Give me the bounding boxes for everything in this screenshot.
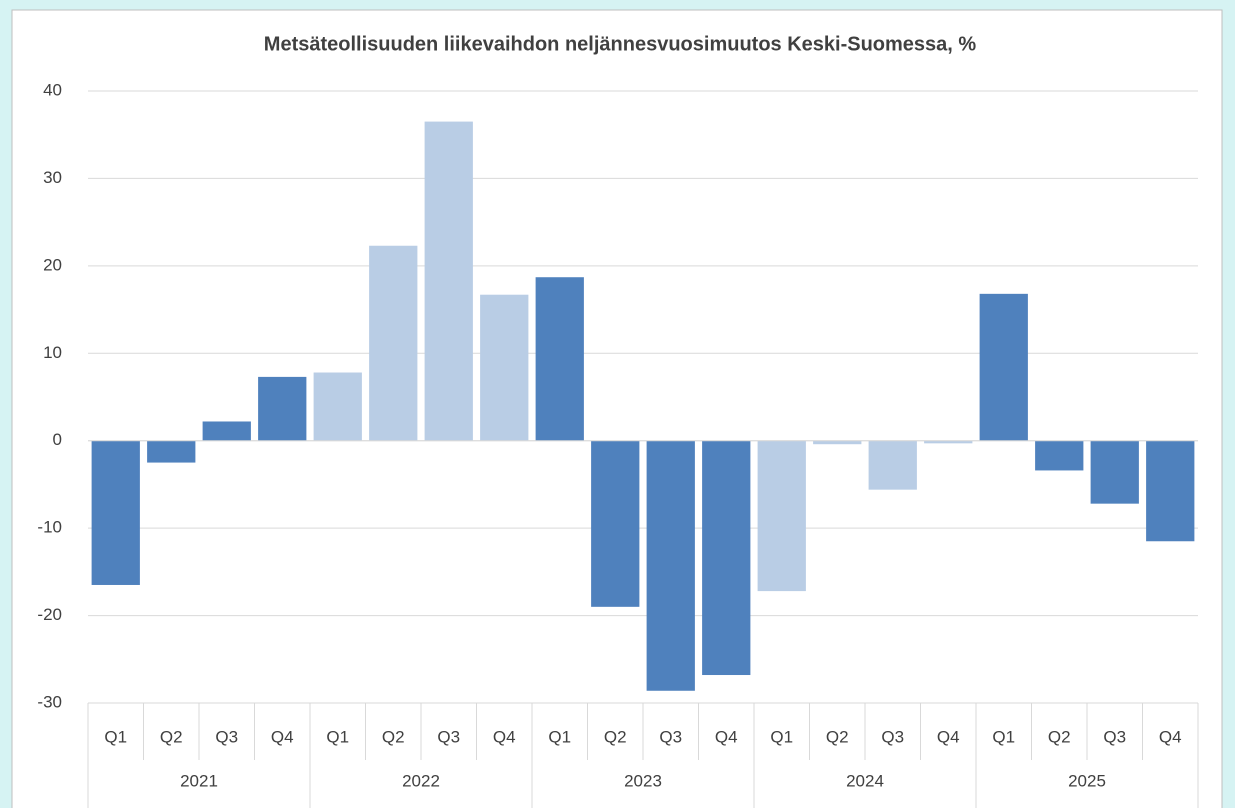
chart-title: Metsäteollisuuden liikevaihdon neljännes…: [264, 33, 977, 55]
x-tick-label: Q4: [715, 727, 738, 746]
x-tick-label: Q3: [659, 727, 682, 746]
x-tick-label: Q2: [1048, 727, 1071, 746]
y-tick-label: -30: [37, 692, 62, 711]
bar: [1035, 440, 1084, 471]
x-tick-label: Q4: [1159, 727, 1182, 746]
bar: [1146, 440, 1195, 542]
group-label: 2025: [1068, 771, 1106, 790]
bar: [702, 440, 751, 676]
group-label: 2022: [402, 771, 440, 790]
x-tick-label: Q3: [881, 727, 904, 746]
bar: [1090, 440, 1139, 504]
bar: [91, 440, 140, 585]
bar: [147, 440, 196, 463]
y-tick-label: -20: [37, 605, 62, 624]
x-tick-label: Q1: [104, 727, 127, 746]
bar: [979, 293, 1028, 441]
x-tick-label: Q4: [937, 727, 960, 746]
x-tick-label: Q3: [215, 727, 238, 746]
group-label: 2024: [846, 771, 884, 790]
x-tick-label: Q1: [326, 727, 349, 746]
y-tick-label: -10: [37, 518, 62, 537]
bar: [424, 121, 473, 441]
bar: [480, 294, 529, 441]
group-label: 2023: [624, 771, 662, 790]
x-tick-label: Q2: [604, 727, 627, 746]
x-tick-label: Q1: [548, 727, 571, 746]
bar: [813, 440, 862, 445]
y-tick-label: 20: [43, 255, 62, 274]
bar: [535, 277, 584, 441]
x-tick-label: Q4: [271, 727, 294, 746]
chart-area: [11, 9, 1223, 808]
y-tick-label: 10: [43, 343, 62, 362]
y-tick-label: 40: [43, 80, 62, 99]
bar: [924, 440, 973, 444]
bar: [313, 372, 362, 441]
bar: [646, 440, 695, 691]
bar: [868, 440, 917, 490]
x-tick-label: Q3: [1103, 727, 1126, 746]
bar: [369, 245, 418, 441]
y-tick-label: 30: [43, 168, 62, 187]
x-tick-label: Q4: [493, 727, 516, 746]
bar: [591, 440, 640, 607]
x-tick-label: Q1: [770, 727, 793, 746]
group-label: 2021: [180, 771, 218, 790]
x-tick-label: Q2: [826, 727, 849, 746]
bar: [202, 421, 251, 441]
x-tick-label: Q2: [382, 727, 405, 746]
bar: [757, 440, 806, 592]
x-tick-label: Q3: [437, 727, 460, 746]
y-tick-label: 0: [53, 430, 62, 449]
x-tick-label: Q1: [992, 727, 1015, 746]
bar: [258, 376, 307, 441]
x-tick-label: Q2: [160, 727, 183, 746]
